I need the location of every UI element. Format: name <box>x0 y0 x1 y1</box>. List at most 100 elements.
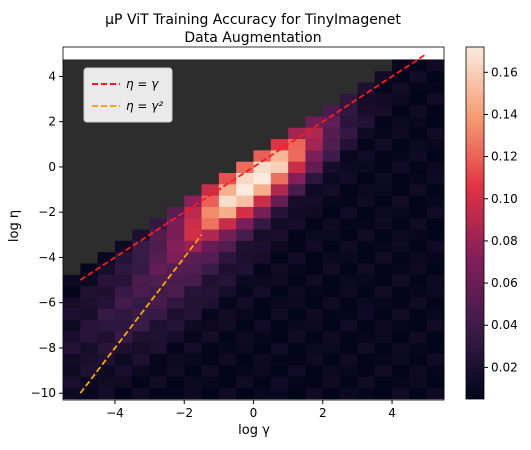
heatmap-cell <box>201 116 220 128</box>
heatmap-cell <box>288 263 306 275</box>
heatmap-cell <box>218 206 237 219</box>
heatmap-cell <box>253 319 272 332</box>
heatmap-cell <box>201 308 220 321</box>
heatmap-cell <box>253 93 272 106</box>
heatmap-cell <box>80 183 99 196</box>
heatmap-cell <box>97 376 116 388</box>
heatmap-cell <box>288 319 306 332</box>
heatmap-cell <box>340 127 358 140</box>
heatmap-cell <box>80 319 99 332</box>
heatmap-cell <box>340 229 358 241</box>
heatmap-cell <box>63 59 81 72</box>
heatmap-cell <box>305 263 324 275</box>
colorbar-tick-label: 0.10 <box>491 192 518 206</box>
heatmap-cell <box>184 342 202 355</box>
heatmap-cell <box>253 263 272 275</box>
heatmap-cell <box>132 285 150 298</box>
heatmap-cell <box>63 330 81 343</box>
heatmap-cell <box>409 364 428 377</box>
heatmap-cell <box>236 376 254 388</box>
heatmap-cell <box>374 387 393 400</box>
heatmap-cell <box>253 161 272 173</box>
heatmap-cell <box>409 70 428 83</box>
heatmap-cell <box>409 217 428 230</box>
heatmap-cell <box>149 308 168 321</box>
heatmap-cell <box>201 149 220 162</box>
heatmap-cell <box>114 342 133 355</box>
heatmap-cell <box>166 82 185 94</box>
y-tick-label: 4 <box>48 69 56 83</box>
heatmap-cell <box>63 70 81 83</box>
heatmap-cell <box>132 251 150 264</box>
heatmap-cell <box>236 285 254 298</box>
y-tick-label: −2 <box>38 205 56 219</box>
x-axis-label: log γ <box>238 423 270 438</box>
heatmap-cell <box>392 376 410 388</box>
heatmap-cell <box>201 387 220 400</box>
heatmap-cell <box>114 353 133 366</box>
heatmap-cell <box>80 342 99 355</box>
heatmap-cell <box>97 263 116 275</box>
heatmap-cell <box>270 285 289 298</box>
heatmap-cell <box>426 251 445 264</box>
heatmap-cell <box>426 104 445 117</box>
heatmap-cell <box>322 297 341 309</box>
heatmap-cell <box>392 285 410 298</box>
heatmap-cell <box>392 387 410 400</box>
heatmap-cell <box>114 59 133 72</box>
y-tick-label: −6 <box>38 296 56 310</box>
heatmap-cell <box>340 330 358 343</box>
heatmap-cell <box>97 274 116 287</box>
heatmap-cell <box>374 138 393 151</box>
heatmap-cell <box>374 116 393 128</box>
heatmap-cell <box>253 240 272 253</box>
heatmap-cell <box>149 342 168 355</box>
heatmap-cell <box>184 297 202 309</box>
heatmap-cell <box>270 93 289 106</box>
heatmap-cell <box>201 353 220 366</box>
heatmap-cell <box>218 138 237 151</box>
heatmap-cell <box>218 308 237 321</box>
heatmap-cell <box>166 353 185 366</box>
heatmap-cell <box>201 263 220 275</box>
heatmap-cell <box>253 376 272 388</box>
heatmap-cell <box>357 330 376 343</box>
x-tick-label: −4 <box>106 406 124 420</box>
heatmap-cell <box>357 240 376 253</box>
heatmap-cell <box>305 285 324 298</box>
heatmap-cell <box>166 319 185 332</box>
heatmap-cell <box>357 387 376 400</box>
heatmap-cell <box>305 319 324 332</box>
heatmap-cell <box>322 138 341 151</box>
heatmap-cell <box>357 251 376 264</box>
heatmap-cell <box>201 364 220 377</box>
colorbar-tick-label: 0.16 <box>491 65 518 79</box>
heatmap-cell <box>166 59 185 72</box>
heatmap-cell <box>166 240 185 253</box>
heatmap-cell <box>270 116 289 128</box>
heatmap-cell <box>63 376 81 388</box>
heatmap-cell <box>114 308 133 321</box>
heatmap-cell <box>322 364 341 377</box>
heatmap-cell <box>201 217 220 230</box>
heatmap-cell <box>201 342 220 355</box>
heatmap-cell <box>149 387 168 400</box>
heatmap-cell <box>374 376 393 388</box>
heatmap-cell <box>184 195 202 207</box>
heatmap-cell <box>184 161 202 173</box>
heatmap-cell <box>340 70 358 83</box>
heatmap-cell <box>132 342 150 355</box>
heatmap-cell <box>114 229 133 241</box>
heatmap-cell <box>63 195 81 207</box>
heatmap-cell <box>236 353 254 366</box>
heatmap-cell <box>322 251 341 264</box>
heatmap-cell <box>288 161 306 173</box>
heatmap-cell <box>374 229 393 241</box>
heatmap-cell <box>97 330 116 343</box>
heatmap-cell <box>288 206 306 219</box>
heatmap-cell <box>218 172 237 185</box>
heatmap-cell <box>80 195 99 207</box>
heatmap-cell <box>288 353 306 366</box>
heatmap-cell <box>63 206 81 219</box>
heatmap-cell <box>166 217 185 230</box>
